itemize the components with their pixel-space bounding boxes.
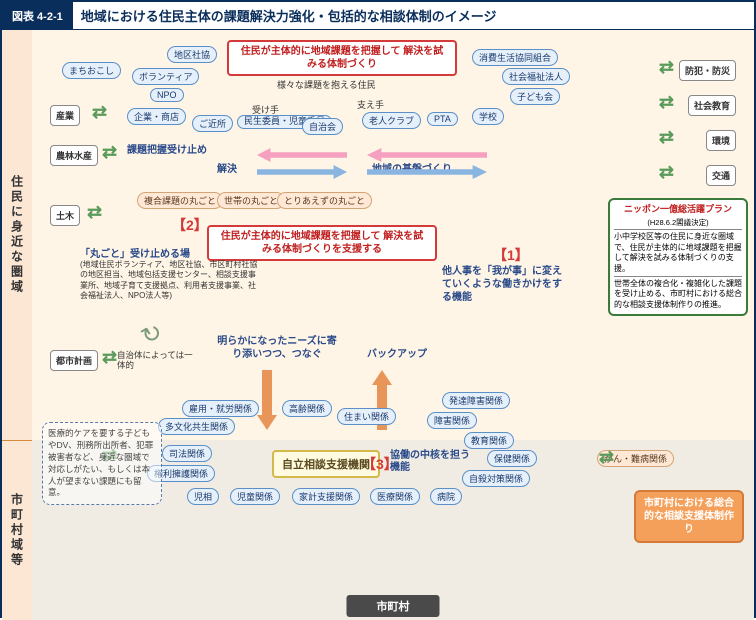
txt: (地域住民ボランティア、地区社協、市区町村社協の地区担当、地域包括支援センター、…: [80, 260, 260, 302]
txt: 自治体によっては一体的: [117, 350, 197, 370]
side-box: 産業: [50, 105, 80, 126]
tag: PTA: [427, 112, 458, 126]
txt: 他人事を「我が事」に変えていくような働きかけをする機能: [442, 265, 562, 304]
tag: 自殺対策関係: [462, 470, 530, 487]
tag: 住まい関係: [337, 408, 396, 425]
plan-box: ニッポン一億総活躍プラン (H28.6.2閣議決定) 小中学校区等の住民に身近な…: [608, 198, 748, 316]
tag: 子ども会: [510, 88, 560, 105]
txt: 明らかになったニーズに寄り添いつつ、つなぐ: [217, 335, 337, 361]
note-box: 医療的ケアを要する子どもやDV、刑務所出所者、犯罪被害者など、身近な圏域で対応し…: [42, 422, 162, 505]
tag: 児童関係: [230, 488, 280, 505]
footer: 市町村: [347, 595, 440, 617]
tag: 司法関係: [162, 445, 212, 462]
vband-lower: 市町村域等: [2, 440, 32, 620]
txt: 受け手: [252, 103, 279, 116]
tag: 病院: [430, 488, 462, 505]
tag: 学校: [472, 108, 504, 125]
tag: まちおこし: [62, 62, 121, 79]
txt: 協働の中核を担う機能: [390, 450, 470, 474]
side-box: 防犯・防災: [679, 60, 736, 81]
tag: 世帯の丸ごと: [217, 192, 285, 209]
side-box: 環境: [706, 130, 736, 151]
txt: 支え手: [357, 98, 384, 111]
tag: 消費生活協同組合: [472, 49, 558, 66]
banner-top: 住民が主体的に地域課題を把握して 解決を試みる体制づくり: [227, 40, 457, 76]
side-box: 交通: [706, 165, 736, 186]
tag: 地区社協: [167, 46, 217, 63]
figure-title: 地域における住民主体の課題解決力強化・包括的な相談体制のイメージ: [73, 6, 497, 25]
txt: 「丸ごと」受け止める場: [80, 245, 190, 260]
tag: 老人クラブ: [362, 112, 421, 129]
side-box: 農林水産: [50, 145, 98, 166]
tag: NPO: [150, 88, 184, 102]
tag: 複合課題の丸ごと: [137, 192, 223, 209]
tag: 医療関係: [370, 488, 420, 505]
txt: バックアップ: [367, 345, 427, 360]
num1: 【1】: [493, 245, 529, 265]
lower-region: 自立相談支援機関 【3】 協働の中核を担う機能 司法関係 権利擁護関係 児相 児…: [32, 440, 754, 620]
result-box: 市町村における総合的な相談支援体制作り: [634, 490, 744, 543]
tag: ご近所: [192, 115, 233, 132]
tag: 自治会: [302, 118, 343, 135]
vband-upper: 住民に身近な圏域: [2, 30, 32, 440]
txt: 解決: [217, 160, 237, 175]
tag: 保健関係: [487, 450, 537, 467]
txt: 課題把握受け止め: [127, 145, 207, 157]
tag: 高齢関係: [282, 400, 332, 417]
tag: 社会福祉法人: [502, 68, 570, 85]
upper-region: 住民が主体的に地域課題を把握して 解決を試みる体制づくり 地区社協 まちおこし …: [32, 30, 754, 440]
banner-mid: 住民が主体的に地域課題を把握して 解決を試みる体制づくりを支援する: [207, 225, 437, 261]
tag: 障害関係: [427, 412, 477, 429]
tag: 多文化共生関係: [158, 418, 235, 435]
tag: 雇用・就労関係: [182, 400, 259, 417]
tag: とりあえずの丸ごと: [277, 192, 372, 209]
num2: 【2】: [172, 215, 208, 235]
left-sidebar: 住民に身近な圏域 市町村域等: [2, 30, 32, 620]
tag: 教育関係: [464, 432, 514, 449]
tag: ボランティア: [132, 68, 199, 85]
tag: 家計支援関係: [292, 488, 360, 505]
side-box: 社会教育: [688, 95, 736, 116]
txt: 様々な課題を抱える住民: [277, 78, 376, 91]
tag: 発達障害関係: [442, 392, 510, 409]
tag: 企業・商店: [127, 108, 186, 125]
side-box: 土木: [50, 205, 80, 226]
tag: 児相: [187, 488, 219, 505]
side-box: 都市計画: [50, 350, 98, 371]
figure-label: 図表 4-2-1: [2, 2, 73, 29]
